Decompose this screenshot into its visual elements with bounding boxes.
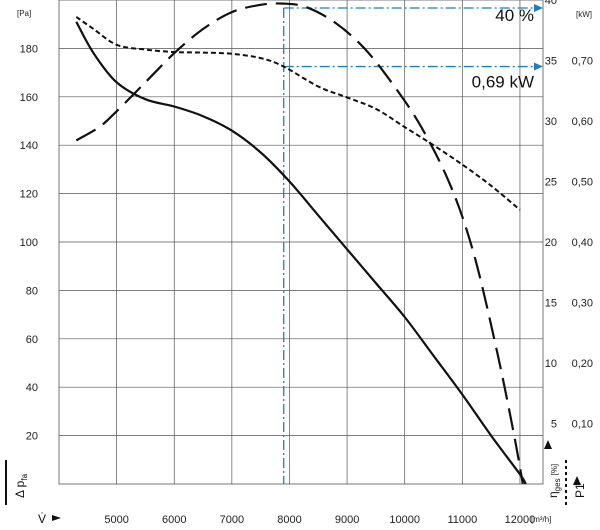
efficiency-axis-subscript: ges xyxy=(553,478,562,491)
efficiency-axis-unit: [%] xyxy=(550,464,559,476)
power-tick-label: 0,20 xyxy=(572,358,593,370)
pressure-tick-label: 20 xyxy=(26,431,38,443)
x-axis-symbol: V̇ xyxy=(38,512,46,526)
power-axis-arrow-icon xyxy=(573,476,581,485)
pressure-tick-label: 140 xyxy=(20,140,38,152)
pressure-axis-label: Δ pfa xyxy=(13,473,29,498)
x-tick-label: 12000 xyxy=(505,514,536,526)
power-tick-label: 0,10 xyxy=(572,419,593,431)
efficiency-tick-label: 10 xyxy=(545,358,557,370)
pressure-tick-label: 100 xyxy=(20,237,38,249)
power-tick-label: 0,60 xyxy=(572,116,593,128)
power-tick-label: 0,40 xyxy=(572,237,593,249)
x-tick-label: 7000 xyxy=(220,514,244,526)
efficiency-curve xyxy=(75,2,524,485)
x-tick-label: 6000 xyxy=(162,514,186,526)
pressure-unit: [Pa] xyxy=(17,9,31,18)
x-tick-label: 11000 xyxy=(447,514,477,526)
pressure-axis-subscript: fa xyxy=(20,473,29,480)
power-tick-label: 0,70 xyxy=(572,56,593,68)
grid-layer xyxy=(58,0,544,485)
efficiency-axis-arrow-icon xyxy=(544,440,552,449)
pressure-tick-label: 160 xyxy=(20,92,38,104)
efficiency-tick-label: 40 xyxy=(545,0,557,7)
efficiency-axis-label: ηges [%] xyxy=(546,464,562,498)
marker-layer: 40 % 0,69 kW xyxy=(283,4,543,484)
pressure-tick-label: 120 xyxy=(20,189,38,201)
efficiency-annotation: 40 % xyxy=(495,6,534,25)
efficiency-tick-label: 30 xyxy=(545,116,557,128)
efficiency-axis-symbol: η xyxy=(546,491,560,498)
efficiency-tick-label: 20 xyxy=(545,237,557,249)
pressure-tick-label: 180 xyxy=(20,43,38,55)
tick-labels-layer: 5000 6000 7000 8000 9000 10000 11000 12000 20 40 6… xyxy=(5,0,593,526)
power-marker-arrow-icon xyxy=(534,62,543,71)
power-tick-label: 0,30 xyxy=(572,298,593,310)
x-axis-unit: [m³/h] xyxy=(531,515,551,524)
power-axis-label: P1 xyxy=(573,483,587,498)
efficiency-marker-arrow-icon xyxy=(534,4,543,12)
efficiency-tick-label: 15 xyxy=(545,298,557,310)
x-tick-label: 10000 xyxy=(389,514,420,526)
pressure-curve xyxy=(75,21,527,485)
efficiency-tick-label: 5 xyxy=(551,419,557,431)
x-tick-label: 9000 xyxy=(335,514,359,526)
axis-symbols-layer: V̇ [m³/h] [Pa] [kW] Δ pfa ηges [%] P1 xyxy=(13,9,592,526)
curves-layer xyxy=(75,2,527,485)
x-axis-arrow-icon xyxy=(52,515,61,521)
power-unit: [kW] xyxy=(576,10,592,19)
efficiency-tick-label: 35 xyxy=(545,56,557,68)
efficiency-tick-label: 25 xyxy=(545,177,557,189)
pressure-tick-label: 80 xyxy=(26,285,38,297)
x-tick-label: 8000 xyxy=(277,514,301,526)
pressure-tick-label: 40 xyxy=(26,382,38,394)
pressure-axis-symbol: Δ p xyxy=(13,480,27,498)
power-curve xyxy=(75,16,521,211)
x-tick-label: 5000 xyxy=(104,514,128,526)
pressure-tick-label: 60 xyxy=(26,334,38,346)
power-annotation: 0,69 kW xyxy=(472,73,534,92)
power-tick-label: 0,50 xyxy=(572,177,593,189)
